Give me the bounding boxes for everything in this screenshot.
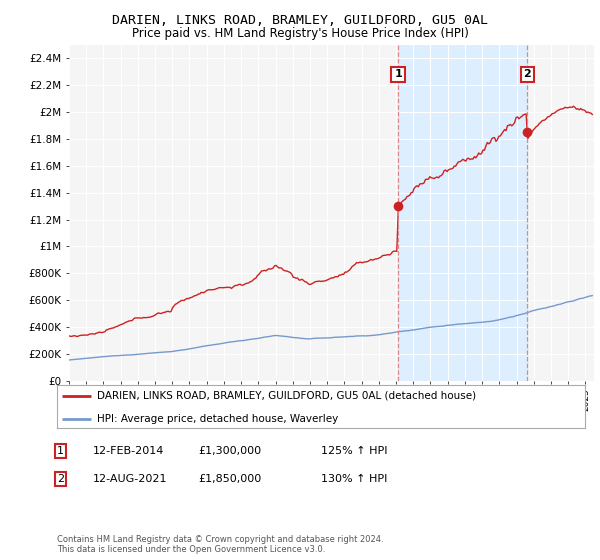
Text: 2: 2: [57, 474, 64, 484]
Text: DARIEN, LINKS ROAD, BRAMLEY, GUILDFORD, GU5 0AL: DARIEN, LINKS ROAD, BRAMLEY, GUILDFORD, …: [112, 14, 488, 27]
Text: £1,300,000: £1,300,000: [198, 446, 261, 456]
Text: 1: 1: [57, 446, 64, 456]
Text: £1,850,000: £1,850,000: [198, 474, 261, 484]
Text: 125% ↑ HPI: 125% ↑ HPI: [321, 446, 388, 456]
Text: 1: 1: [394, 69, 402, 80]
Text: DARIEN, LINKS ROAD, BRAMLEY, GUILDFORD, GU5 0AL (detached house): DARIEN, LINKS ROAD, BRAMLEY, GUILDFORD, …: [97, 391, 476, 400]
Text: 12-FEB-2014: 12-FEB-2014: [93, 446, 164, 456]
Bar: [398, 45, 527, 381]
Text: Contains HM Land Registry data © Crown copyright and database right 2024.
This d: Contains HM Land Registry data © Crown c…: [57, 535, 383, 554]
Text: 130% ↑ HPI: 130% ↑ HPI: [321, 474, 388, 484]
Text: Price paid vs. HM Land Registry's House Price Index (HPI): Price paid vs. HM Land Registry's House …: [131, 27, 469, 40]
Text: 12-AUG-2021: 12-AUG-2021: [93, 474, 167, 484]
Text: 2: 2: [523, 69, 531, 80]
Text: HPI: Average price, detached house, Waverley: HPI: Average price, detached house, Wave…: [97, 414, 338, 424]
